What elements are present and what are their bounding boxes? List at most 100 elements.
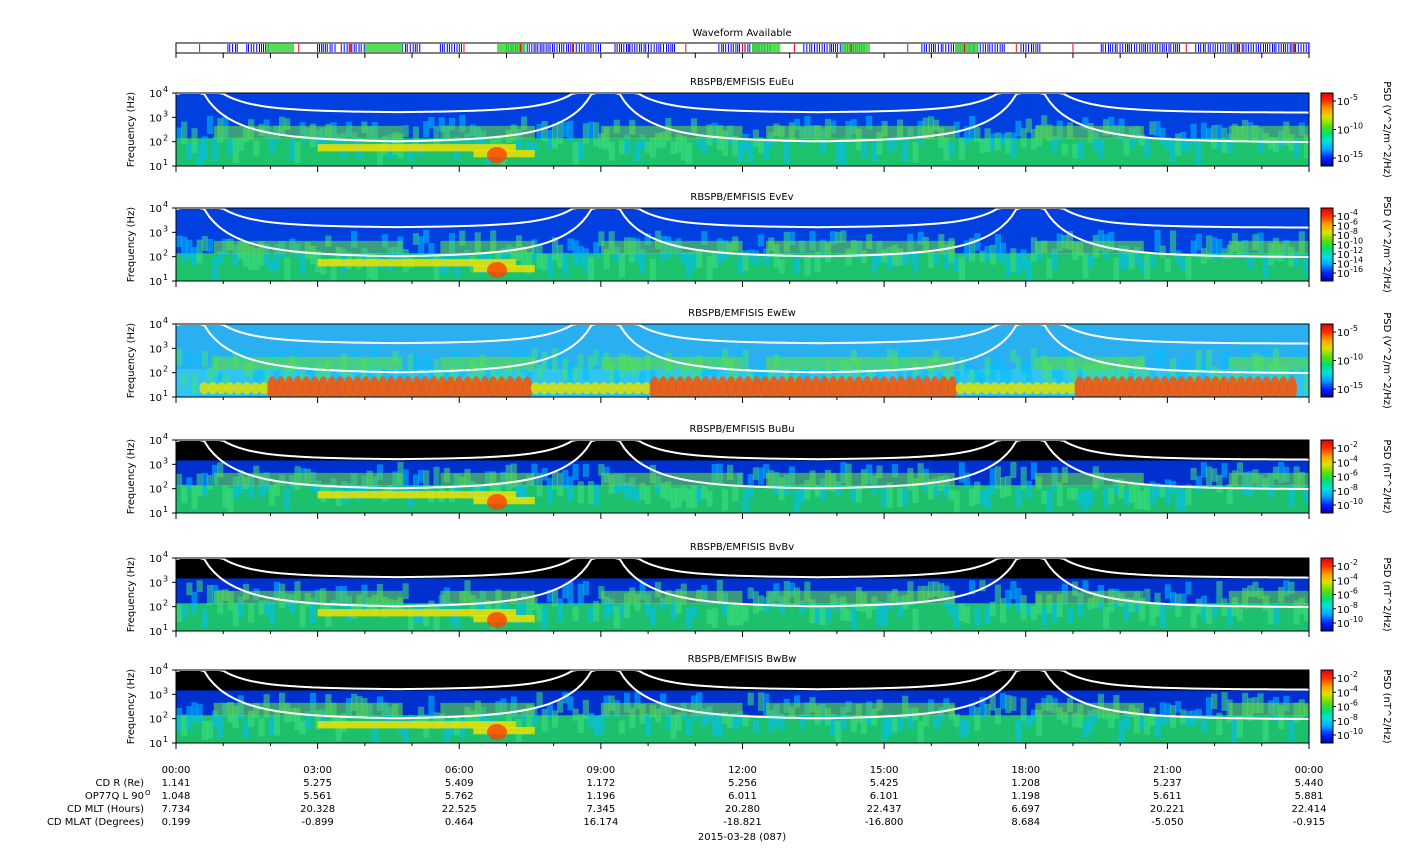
spectral-column (680, 366, 687, 384)
spectral-column (644, 713, 651, 735)
spectral-column (248, 710, 255, 727)
spectral-column (557, 244, 564, 269)
spectral-column (603, 249, 610, 270)
cyclotron-curve-upper (176, 208, 1309, 229)
spectral-column (629, 477, 636, 499)
colorbar-tick-exponent: -10 (1350, 237, 1363, 246)
y-tick-label: 10 (149, 509, 162, 520)
ephemeris-value: 5.409 (445, 778, 474, 789)
spectral-column (598, 464, 605, 476)
spectral-column (320, 258, 327, 275)
spectral-column (531, 143, 538, 156)
spectral-column (1139, 490, 1146, 510)
colorbar-tick-label: 10 (1337, 328, 1350, 339)
spectral-column (866, 603, 873, 619)
spectral-column (577, 481, 584, 504)
spectral-column (191, 485, 198, 510)
banded-emission (547, 382, 558, 395)
spectral-column (711, 250, 718, 269)
banded-emission (1193, 376, 1204, 397)
spectral-column (1252, 581, 1259, 597)
spectral-column (423, 607, 430, 627)
spectral-column (881, 249, 888, 263)
banded-emission (590, 382, 601, 395)
spectral-column (1195, 598, 1202, 614)
spectral-column (464, 249, 471, 268)
banded-emission (428, 376, 439, 397)
colorbar-tick-exponent: -5 (1350, 324, 1358, 333)
spectral-column (1123, 597, 1130, 621)
colorbar-label: PSD (nT^2/Hz) (1381, 669, 1392, 743)
spectral-column (917, 720, 924, 743)
emission-patch (766, 472, 955, 486)
spectral-column (1025, 480, 1032, 499)
spectral-column (376, 464, 383, 481)
date-label: 2015-03-28 (087) (698, 832, 786, 843)
no-data-region (176, 440, 1309, 461)
spectral-column (572, 464, 579, 481)
spectral-column (830, 231, 837, 245)
spectral-column (371, 717, 378, 742)
banded-emission (666, 376, 677, 397)
spectral-column (1236, 715, 1244, 738)
spectral-column (191, 128, 198, 153)
spectral-column (963, 720, 971, 735)
banded-emission (1142, 376, 1153, 397)
spectral-column (186, 239, 193, 259)
colorbar-tick-exponent: -2 (1350, 440, 1358, 449)
spectral-column (1154, 592, 1161, 617)
time-tick-label: 18:00 (1011, 765, 1040, 776)
spectral-column (402, 125, 409, 138)
spectral-column (1257, 127, 1264, 153)
ephemeris-value: 20.221 (1150, 804, 1185, 815)
spectral-column (1164, 258, 1171, 273)
spectral-column (582, 463, 589, 477)
spectral-column (721, 592, 729, 616)
spectral-column (407, 353, 414, 375)
waveform-survey-segment (265, 44, 295, 52)
spectral-column (459, 114, 466, 132)
spectral-column (572, 240, 579, 266)
emission-patch (213, 125, 403, 139)
spectral-column (742, 133, 749, 152)
emission-patch (1228, 356, 1309, 370)
spectral-column (551, 471, 559, 490)
spectral-column (1066, 231, 1074, 250)
spectral-column (176, 708, 183, 732)
spectral-column (1154, 483, 1161, 498)
emission-patch (766, 590, 955, 604)
ephemeris-value: 1.196 (587, 791, 616, 802)
spectral-column (1175, 370, 1182, 387)
spectral-column (1015, 588, 1022, 613)
cyclotron-curve-upper (176, 440, 1309, 461)
spectral-column (263, 372, 270, 391)
banded-emission (794, 376, 805, 397)
y-tick-label: 10 (149, 369, 162, 380)
spectral-column (752, 591, 759, 614)
spectral-column (1087, 255, 1094, 268)
spectral-column (1164, 479, 1171, 503)
spectral-column (284, 257, 291, 281)
colorbar-tick-exponent: -8 (1350, 227, 1358, 236)
spectral-column (335, 134, 342, 149)
spectral-column (608, 598, 615, 614)
spectral-column (1175, 250, 1182, 264)
spectral-column (248, 474, 255, 499)
spectral-column (1025, 118, 1032, 133)
spectral-column (974, 607, 981, 626)
spectrogram-content (176, 440, 1309, 513)
banded-emission (947, 376, 958, 397)
spectral-column (706, 491, 713, 507)
cyclotron-curve-lower (176, 670, 1309, 720)
spectral-column (196, 580, 203, 593)
spectral-column (1236, 462, 1244, 475)
spectral-column (850, 719, 857, 733)
spectral-column (618, 253, 626, 278)
spectral-column (886, 713, 893, 737)
spectral-column (448, 118, 456, 131)
ephemeris-value: 6.101 (870, 791, 899, 802)
spectral-column (974, 481, 981, 504)
banded-emission (581, 382, 592, 395)
spectral-column (1077, 367, 1084, 382)
spectral-column (824, 604, 832, 621)
